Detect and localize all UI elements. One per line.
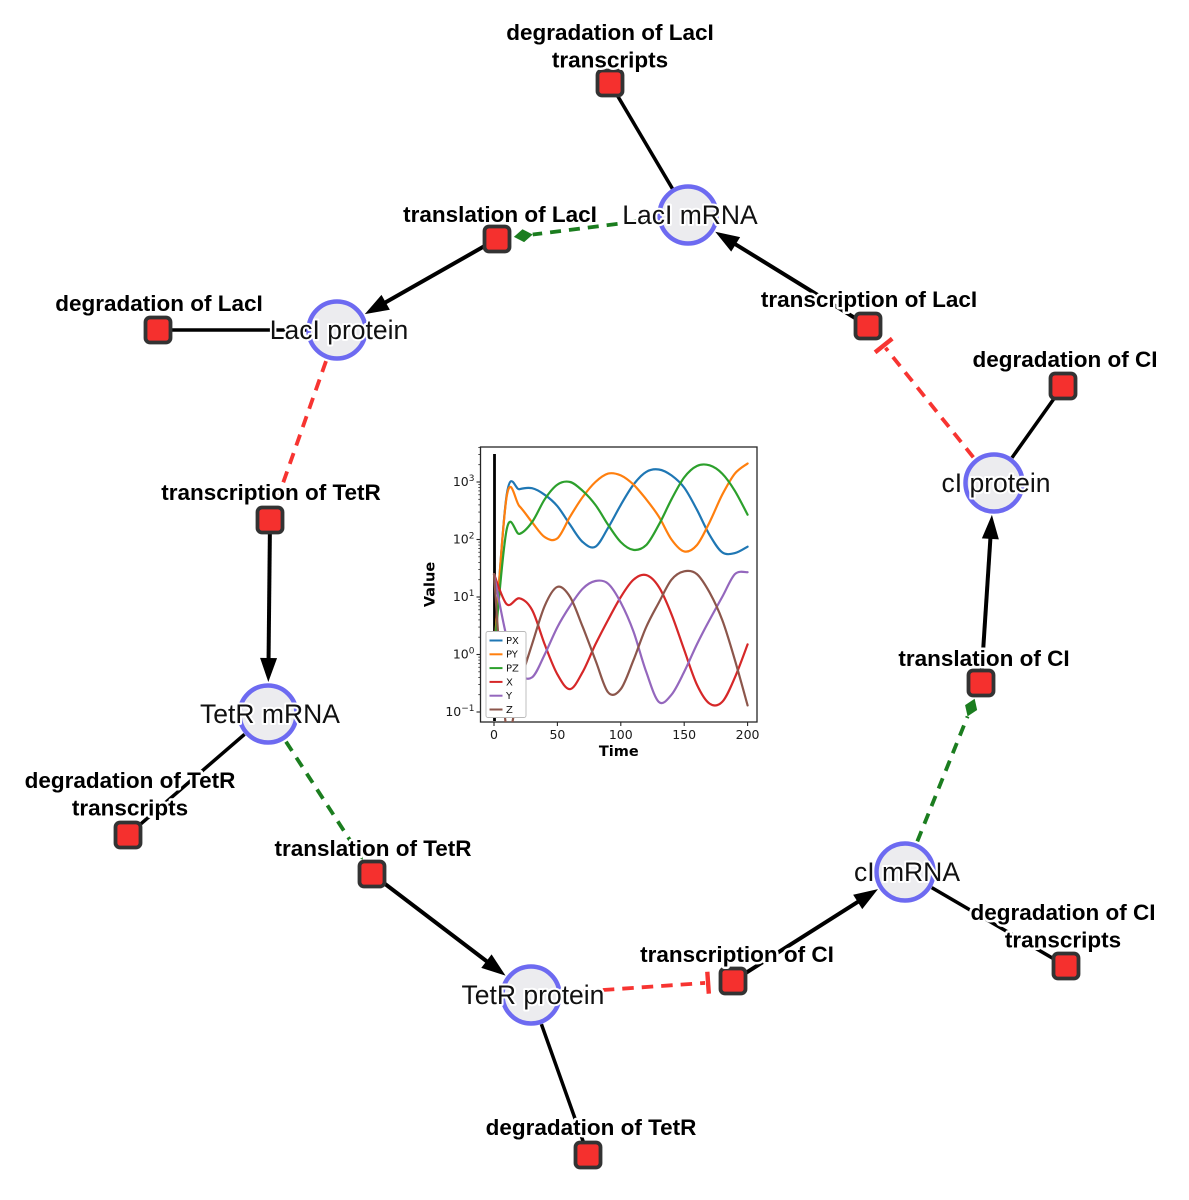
edge-ci-protein-to-deg-ci: [1010, 391, 1060, 459]
x-tick-label: 50: [549, 727, 565, 742]
edge-tetr-mrna-to-translation-tetr-diamond: [352, 843, 364, 860]
reaction-label-transcription-tetr: transcription of TetR: [161, 480, 381, 505]
reaction-label-deg-tetr-transcripts: degradation of TetR: [25, 768, 236, 793]
reaction-node-translation-laci[interactable]: [482, 224, 512, 254]
edges-layer: [132, 94, 1061, 1149]
y-tick-label: 100: [453, 647, 475, 662]
reaction-node-deg-ci-transcripts[interactable]: [1051, 951, 1081, 981]
edge-transcription-tetr-to-tetr-mrna: [266, 533, 272, 663]
species-node-ci-mrna[interactable]: [874, 841, 936, 903]
legend-label-PX: PX: [506, 636, 519, 647]
edge-transcription-laci-to-laci-mrna-arrowhead: [715, 231, 741, 252]
species-label-laci-protein: LacI protein: [270, 315, 408, 345]
edge-translation-laci-to-laci-protein-arrowhead: [364, 294, 390, 315]
reaction-node-transcription-laci[interactable]: [853, 311, 883, 341]
reaction-label-deg-laci-transcripts-line2: transcripts: [552, 48, 668, 73]
edge-laci-protein-to-transcription-tetr-tee-bar: [267, 490, 290, 503]
reaction-label-deg-laci: degradation of LacI: [55, 291, 263, 316]
reaction-node-deg-laci[interactable]: [143, 315, 173, 345]
x-tick-label: 200: [736, 727, 760, 742]
reaction-node-deg-tetr[interactable]: [573, 1140, 603, 1170]
y-tick-label: 102: [453, 532, 475, 547]
reaction-node-transcription-tetr[interactable]: [255, 505, 285, 535]
reaction-label-deg-laci-transcripts: degradation of LacI: [506, 20, 714, 45]
x-tick-label: 100: [609, 727, 633, 742]
y-tick-label: 103: [453, 474, 475, 489]
reaction-label-deg-tetr-transcripts-line2: transcripts: [72, 796, 188, 821]
reaction-label-deg-ci: degradation of CI: [973, 347, 1158, 372]
nodes-layer: [113, 68, 1081, 1170]
legend-label-PZ: PZ: [506, 664, 519, 675]
x-tick-label: 150: [672, 727, 696, 742]
edge-laci-mrna-to-translation-laci-diamond: [513, 229, 533, 243]
species-node-tetr-protein[interactable]: [500, 964, 562, 1026]
reaction-label-translation-tetr: translation of TetR: [274, 836, 471, 861]
edge-ci-mrna-to-translation-ci-diamond: [965, 698, 978, 717]
species-node-tetr-mrna[interactable]: [237, 683, 299, 745]
x-tick-label: 0: [490, 727, 498, 742]
x-axis-label: Time: [599, 744, 639, 760]
reaction-label-transcription-ci: transcription of CI: [640, 942, 834, 967]
reaction-node-deg-laci-transcripts[interactable]: [595, 68, 625, 98]
species-label-tetr-mrna: TetR mRNA: [200, 699, 340, 729]
reaction-node-deg-ci[interactable]: [1048, 371, 1078, 401]
reaction-node-translation-tetr[interactable]: [357, 859, 387, 889]
species-label-ci-protein: cI protein: [941, 468, 1050, 498]
y-tick-label: 10−1: [445, 704, 474, 719]
edge-tetr-mrna-to-deg-tetr-transcripts: [132, 732, 246, 832]
chart-series-Y: [492, 570, 749, 705]
edge-ci-protein-to-transcription-laci: [884, 346, 975, 459]
edge-translation-tetr-to-tetr-protein-arrowhead: [481, 954, 506, 976]
inset-plot: 0 50 100 150 20010−1100101102103TimeValuePXP…: [423, 446, 760, 760]
reaction-label-deg-ci-transcripts-line2: transcripts: [1005, 928, 1121, 953]
edge-ci-protein-to-transcription-laci-tee-bar: [873, 336, 894, 355]
reaction-label-translation-laci: translation of LacI: [403, 202, 597, 227]
reaction-node-transcription-ci[interactable]: [718, 966, 748, 996]
edge-translation-tetr-to-tetr-protein: [381, 880, 491, 966]
legend-label-Y: Y: [505, 691, 513, 702]
edge-tetr-mrna-to-translation-tetr: [284, 740, 354, 845]
species-label-tetr-protein: TetR protein: [462, 980, 605, 1010]
edge-deg-laci-transcripts-to-laci-mrna: [615, 94, 681, 202]
labels-layer: LacI mRNA LacI protein TetR mRNA TetR prote…: [22, 18, 1160, 1143]
edge-transcription-ci-to-ci-mrna-arrowhead: [853, 889, 878, 910]
edge-tetr-protein-to-transcription-ci: [563, 981, 706, 995]
species-node-ci-protein[interactable]: [963, 452, 1025, 514]
species-label-laci-mrna: LacI mRNA: [622, 200, 758, 230]
chart-legend: PX PY PZ XYZ: [485, 631, 527, 718]
chart-series-Z: [492, 569, 749, 722]
reaction-label-translation-ci: translation of CI: [898, 646, 1069, 671]
edge-translation-ci-to-ci-protein-arrowhead: [981, 514, 999, 540]
plot-frame: [479, 446, 758, 723]
chart-series-X: [492, 573, 749, 707]
reaction-node-translation-ci[interactable]: [966, 668, 996, 698]
edge-translation-ci-to-ci-protein: [979, 534, 993, 670]
species-node-laci-protein[interactable]: [306, 299, 368, 361]
reaction-node-deg-tetr-transcripts[interactable]: [113, 820, 143, 850]
edge-transcription-tetr-to-tetr-mrna-arrowhead: [260, 657, 278, 683]
edge-laci-protein-to-transcription-tetr: [277, 360, 328, 495]
species-label-ci-mrna: cI mRNA: [854, 857, 960, 887]
legend-label-PY: PY: [506, 650, 519, 661]
edge-tetr-protein-to-deg-tetr: [539, 1023, 588, 1149]
legend-label-Z: Z: [506, 705, 513, 716]
chart-series-PX: [492, 468, 749, 656]
edge-transcription-laci-to-laci-mrna: [731, 240, 858, 321]
y-axis-label: Value: [423, 562, 439, 608]
edge-laci-mrna-to-translation-laci: [532, 217, 656, 237]
edge-ci-mrna-to-deg-ci-transcripts: [930, 886, 1061, 964]
edge-transcription-ci-to-ci-mrna: [743, 898, 863, 976]
chart-series-PZ: [492, 463, 749, 656]
reaction-label-deg-ci-transcripts: degradation of CI: [971, 900, 1156, 925]
species-node-laci-mrna[interactable]: [657, 184, 719, 246]
edge-tetr-protein-to-transcription-ci-tee-bar: [705, 971, 712, 994]
edge-translation-laci-to-laci-protein: [381, 244, 486, 307]
y-tick-label: 101: [453, 589, 475, 604]
reaction-label-deg-tetr: degradation of TetR: [486, 1115, 697, 1140]
legend-label-X: X: [506, 677, 513, 688]
edge-ci-mrna-to-translation-ci: [915, 715, 970, 843]
reaction-label-transcription-laci: transcription of LacI: [761, 287, 977, 312]
